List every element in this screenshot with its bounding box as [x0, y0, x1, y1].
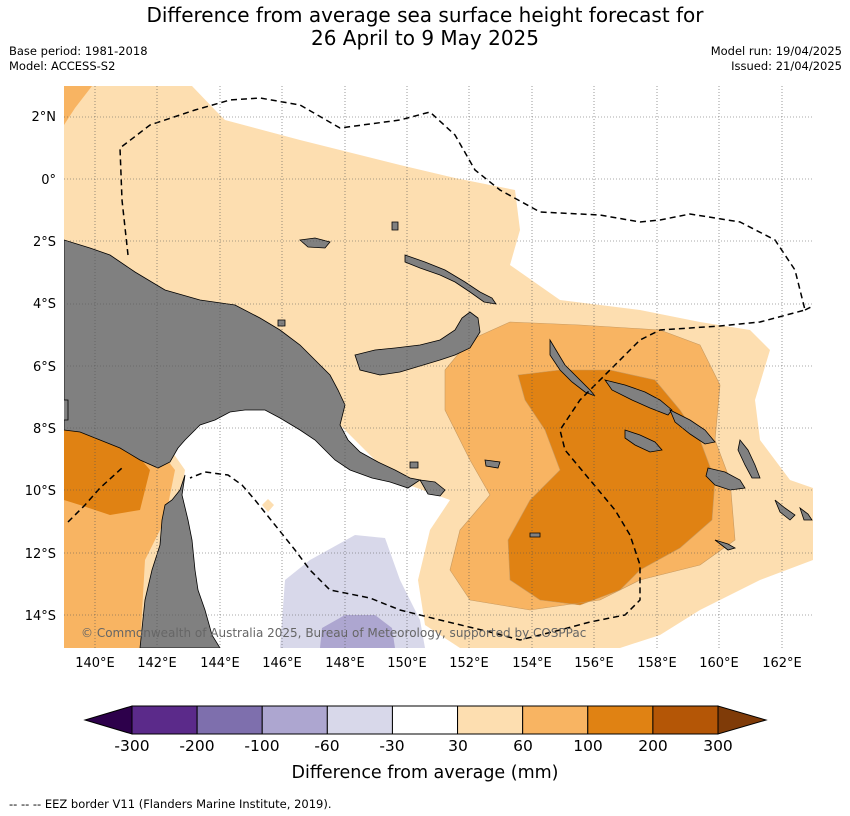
lon-label-144E: 144°E: [200, 656, 240, 671]
colorbar-title: Difference from average (mm): [291, 763, 558, 783]
colorbar-bin: [457, 705, 524, 735]
lon-label-148E: 148°E: [325, 656, 365, 671]
lon-label-146E: 146°E: [262, 656, 302, 671]
colorbar-bin: [261, 705, 328, 735]
colorbar-bin: [131, 705, 198, 735]
colorbar-tick-labels: -300 -200 -100 -60 -30 30 60 100 200 300: [114, 737, 732, 755]
lat-label-0: 0°: [41, 173, 56, 188]
vanuatu-north: [737, 439, 761, 479]
cb-label-30: 30: [448, 737, 468, 755]
lon-tick-labels: 140°E 142°E 144°E 146°E 148°E 150°E 152°…: [75, 656, 802, 671]
cb-label-100: 100: [573, 737, 603, 755]
new-ireland: [404, 254, 497, 305]
colorbar-extend-high: [717, 705, 768, 735]
small-patch: [262, 499, 274, 512]
colorbar-bin: [326, 705, 393, 735]
colorbar-bin: [587, 705, 654, 735]
gridlines: [64, 86, 813, 648]
cb-label-neg300: -300: [114, 737, 149, 755]
copyright-notice: © Commonwealth of Australia 2025, Bureau…: [81, 626, 586, 640]
lat-label-8S: 8°S: [33, 422, 56, 437]
lat-label-2S: 2°S: [33, 235, 56, 250]
chart-title-line1: Difference from average sea surface heig…: [146, 3, 704, 27]
colorbar: -300 -200 -100 -60 -30 30 60 100 200 300…: [83, 705, 768, 783]
cb-label-200: 200: [638, 737, 668, 755]
eez-borders: [67, 97, 813, 641]
lon-label-158E: 158°E: [637, 656, 677, 671]
new-britain: [354, 311, 481, 376]
cb-label-neg30: -30: [379, 737, 404, 755]
lat-label-10S: 10°S: [25, 484, 56, 499]
sea-level-contours: © Commonwealth of Australia 2025, Bureau…: [64, 86, 813, 648]
new-guinea-land: [64, 239, 422, 489]
model-run-label: Model run: 19/04/2025: [710, 44, 842, 58]
issued-label: Issued: 21/04/2025: [731, 59, 842, 73]
lat-label-12S: 12°S: [25, 547, 56, 562]
lat-label-14S: 14°S: [25, 609, 56, 624]
australia-cape-york: [139, 474, 221, 648]
model-label: Model: ACCESS-S2: [9, 59, 116, 73]
vanuatu-south: [774, 499, 796, 521]
lon-label-162E: 162°E: [762, 656, 802, 671]
lon-label-160E: 160°E: [699, 656, 739, 671]
colorbar-bin: [652, 705, 719, 735]
choiseul-isabel: [604, 379, 673, 416]
meta-left: Base period: 1981-2018 Model: ACCESS-S2: [9, 44, 148, 74]
new-caledonia-tip: [799, 506, 813, 521]
eez-legend-note: -- -- -- EEZ border V11 (Flanders Marine…: [9, 797, 332, 811]
band-100-200-east: [508, 370, 715, 605]
colorbar-bin: [391, 705, 459, 735]
lat-label-6S: 6°S: [33, 360, 56, 375]
espiritu-santo: [705, 467, 746, 491]
lon-label-152E: 152°E: [449, 656, 489, 671]
malaita: [669, 409, 716, 445]
manus: [299, 237, 331, 249]
land: [64, 221, 813, 648]
band-60-100-north: [64, 86, 92, 125]
lon-label-140E: 140°E: [75, 656, 115, 671]
small-isl-2: [277, 319, 286, 327]
cb-label-60: 60: [513, 737, 533, 755]
louisiade: [484, 459, 501, 469]
lat-label-2N: 2°N: [32, 110, 57, 125]
cb-label-neg100: -100: [244, 737, 279, 755]
band-neg30-neg60: [280, 535, 425, 648]
chart-title-line2: 26 April to 9 May 2025: [311, 26, 539, 50]
base-period-label: Base period: 1981-2018: [9, 44, 148, 58]
lon-label-150E: 150°E: [387, 656, 427, 671]
dentrecasteaux: [419, 479, 446, 497]
meta-right: Model run: 19/04/2025 Issued: 21/04/2025: [711, 44, 842, 74]
colorbar-bins: [131, 705, 719, 735]
cb-label-neg60: -60: [314, 737, 339, 755]
lat-label-4S: 4°S: [33, 297, 56, 312]
cb-label-neg200: -200: [179, 737, 214, 755]
rennell: [714, 539, 737, 551]
lon-label-156E: 156°E: [574, 656, 614, 671]
guadalcanal: [624, 429, 663, 453]
small-isl-3: [409, 461, 419, 469]
lon-label-154E: 154°E: [512, 656, 552, 671]
contour-lines: [444, 321, 736, 611]
colorbar-bin: [522, 705, 589, 735]
rossel: [529, 532, 541, 538]
colorbar-bin: [196, 705, 263, 735]
band-neg60-neg100: [320, 615, 395, 648]
lat-tick-labels: 2°N 0° 2°S 4°S 6°S 8°S 10°S 12°S 14°S: [25, 110, 56, 624]
lon-label-142E: 142°E: [137, 656, 177, 671]
cb-label-300: 300: [703, 737, 733, 755]
small-isl-4: [64, 399, 69, 421]
bougainville: [549, 338, 596, 397]
colorbar-extend-low: [83, 705, 133, 735]
small-isl-1: [391, 221, 399, 231]
